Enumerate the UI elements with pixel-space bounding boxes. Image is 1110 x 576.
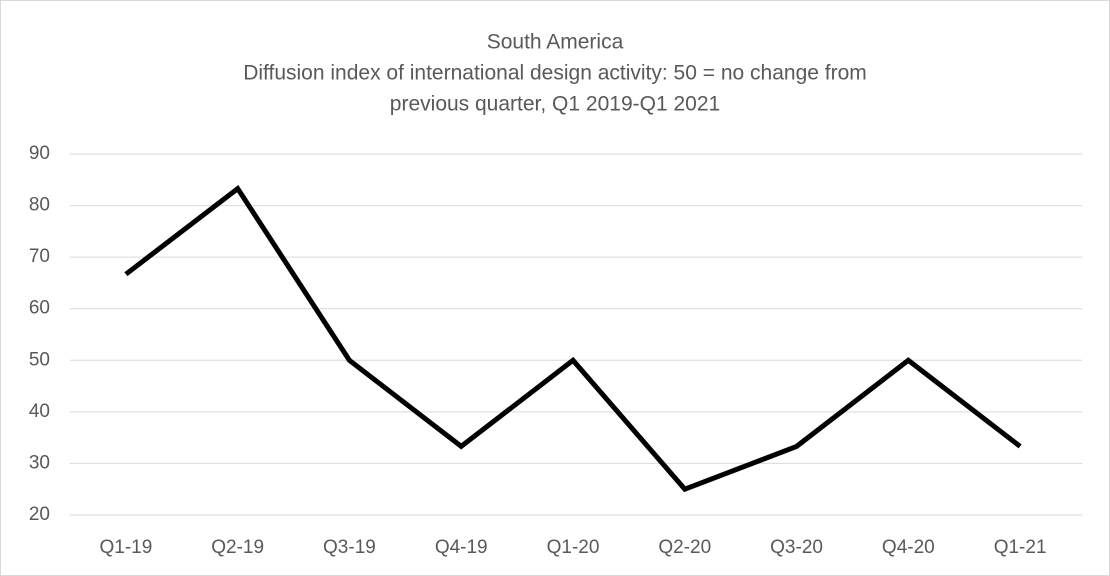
y-tick-label: 40 <box>29 401 50 422</box>
chart-title: South America <box>487 31 624 54</box>
x-tick-label: Q3-19 <box>323 537 376 558</box>
chart-subtitle: Diffusion index of international design … <box>243 62 867 85</box>
x-tick-label: Q4-19 <box>435 537 488 558</box>
x-tick-label: Q2-20 <box>658 537 711 558</box>
x-tick-label: Q1-19 <box>99 537 152 558</box>
x-tick-label: Q1-21 <box>994 537 1047 558</box>
y-tick-label: 20 <box>29 504 50 525</box>
x-tick-label: Q3-20 <box>770 537 823 558</box>
chart-subtitle: previous quarter, Q1 2019-Q1 2021 <box>390 93 720 116</box>
y-tick-label: 50 <box>29 349 50 370</box>
data-line <box>124 184 1022 493</box>
y-tick-label: 60 <box>29 298 50 319</box>
x-tick-label: Q1-20 <box>547 537 600 558</box>
y-tick-label: 90 <box>29 143 50 164</box>
y-tick-label: 70 <box>29 246 50 267</box>
x-tick-label: Q4-20 <box>882 537 935 558</box>
y-tick-label: 80 <box>29 195 50 216</box>
x-tick-label: Q2-19 <box>211 537 264 558</box>
y-tick-label: 30 <box>29 452 50 473</box>
